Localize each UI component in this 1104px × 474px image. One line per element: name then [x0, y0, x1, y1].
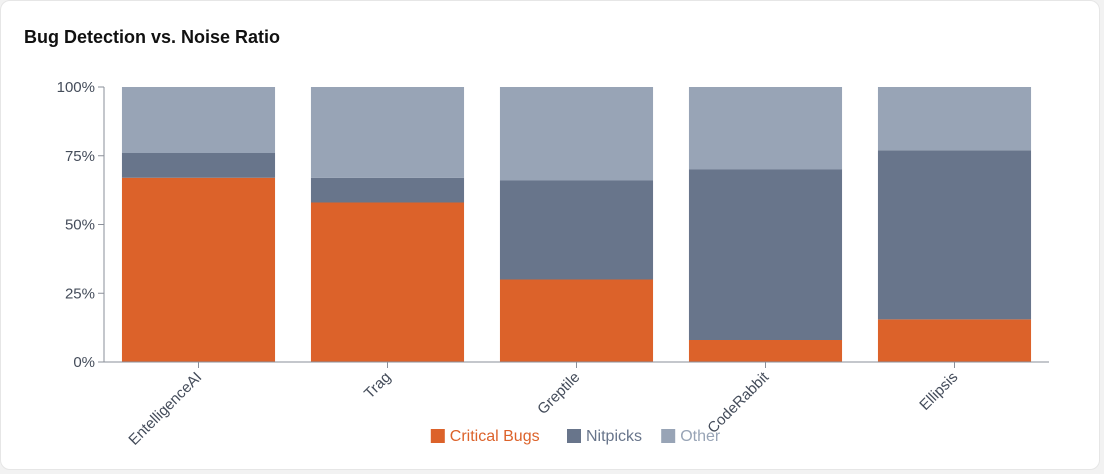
bar-greptile-other	[499, 87, 654, 181]
y-tick-label: 25%	[65, 285, 95, 302]
y-tick-label: 0%	[73, 354, 95, 371]
legend-swatch	[567, 429, 581, 443]
bar-greptile-nitpicks	[499, 180, 654, 280]
y-tick-label: 100%	[57, 79, 95, 96]
chart-title: Bug Detection vs. Noise Ratio	[24, 27, 281, 47]
x-tick-label: CodeRabbit	[704, 368, 773, 437]
legend-label: Other	[680, 428, 721, 445]
bar-coderabbit-nitpicks	[688, 169, 843, 340]
legend-swatch	[430, 429, 445, 443]
x-tick-label: EntelligenceAI	[125, 369, 205, 449]
bar-entelligenceai-nitpicks	[121, 153, 276, 178]
legend-item-other[interactable]: Other	[661, 428, 721, 445]
bar-trag-other	[310, 87, 465, 178]
legend-label: Critical Bugs	[450, 428, 540, 445]
bar-trag-nitpicks	[310, 177, 465, 203]
legend: Critical Bugs Nitpicks Other	[430, 428, 721, 445]
bar-ellipsis-other	[877, 87, 1032, 151]
bar-entelligenceai-other	[121, 87, 276, 153]
x-tick-label: Trag	[361, 369, 394, 402]
bars-layer	[121, 87, 1032, 362]
legend-item-nitpicks[interactable]: Nitpicks	[567, 428, 642, 445]
bar-ellipsis-nitpicks	[877, 150, 1032, 320]
legend-label: Nitpicks	[586, 428, 642, 445]
x-tick-label: Greptile	[534, 369, 583, 418]
legend-swatch	[661, 429, 676, 443]
bar-greptile-critical-bugs	[499, 279, 654, 362]
y-tick-label: 50%	[65, 217, 95, 234]
bar-ellipsis-critical-bugs	[877, 319, 1032, 362]
bar-trag-critical-bugs	[310, 202, 465, 362]
legend-item-critical-bugs[interactable]: Critical Bugs	[430, 428, 540, 445]
x-tick-label: Ellipsis	[916, 369, 961, 414]
bar-entelligenceai-critical-bugs	[121, 177, 276, 362]
bar-coderabbit-critical-bugs	[688, 340, 843, 362]
y-tick-label: 75%	[65, 148, 95, 165]
bar-coderabbit-other	[688, 87, 843, 170]
